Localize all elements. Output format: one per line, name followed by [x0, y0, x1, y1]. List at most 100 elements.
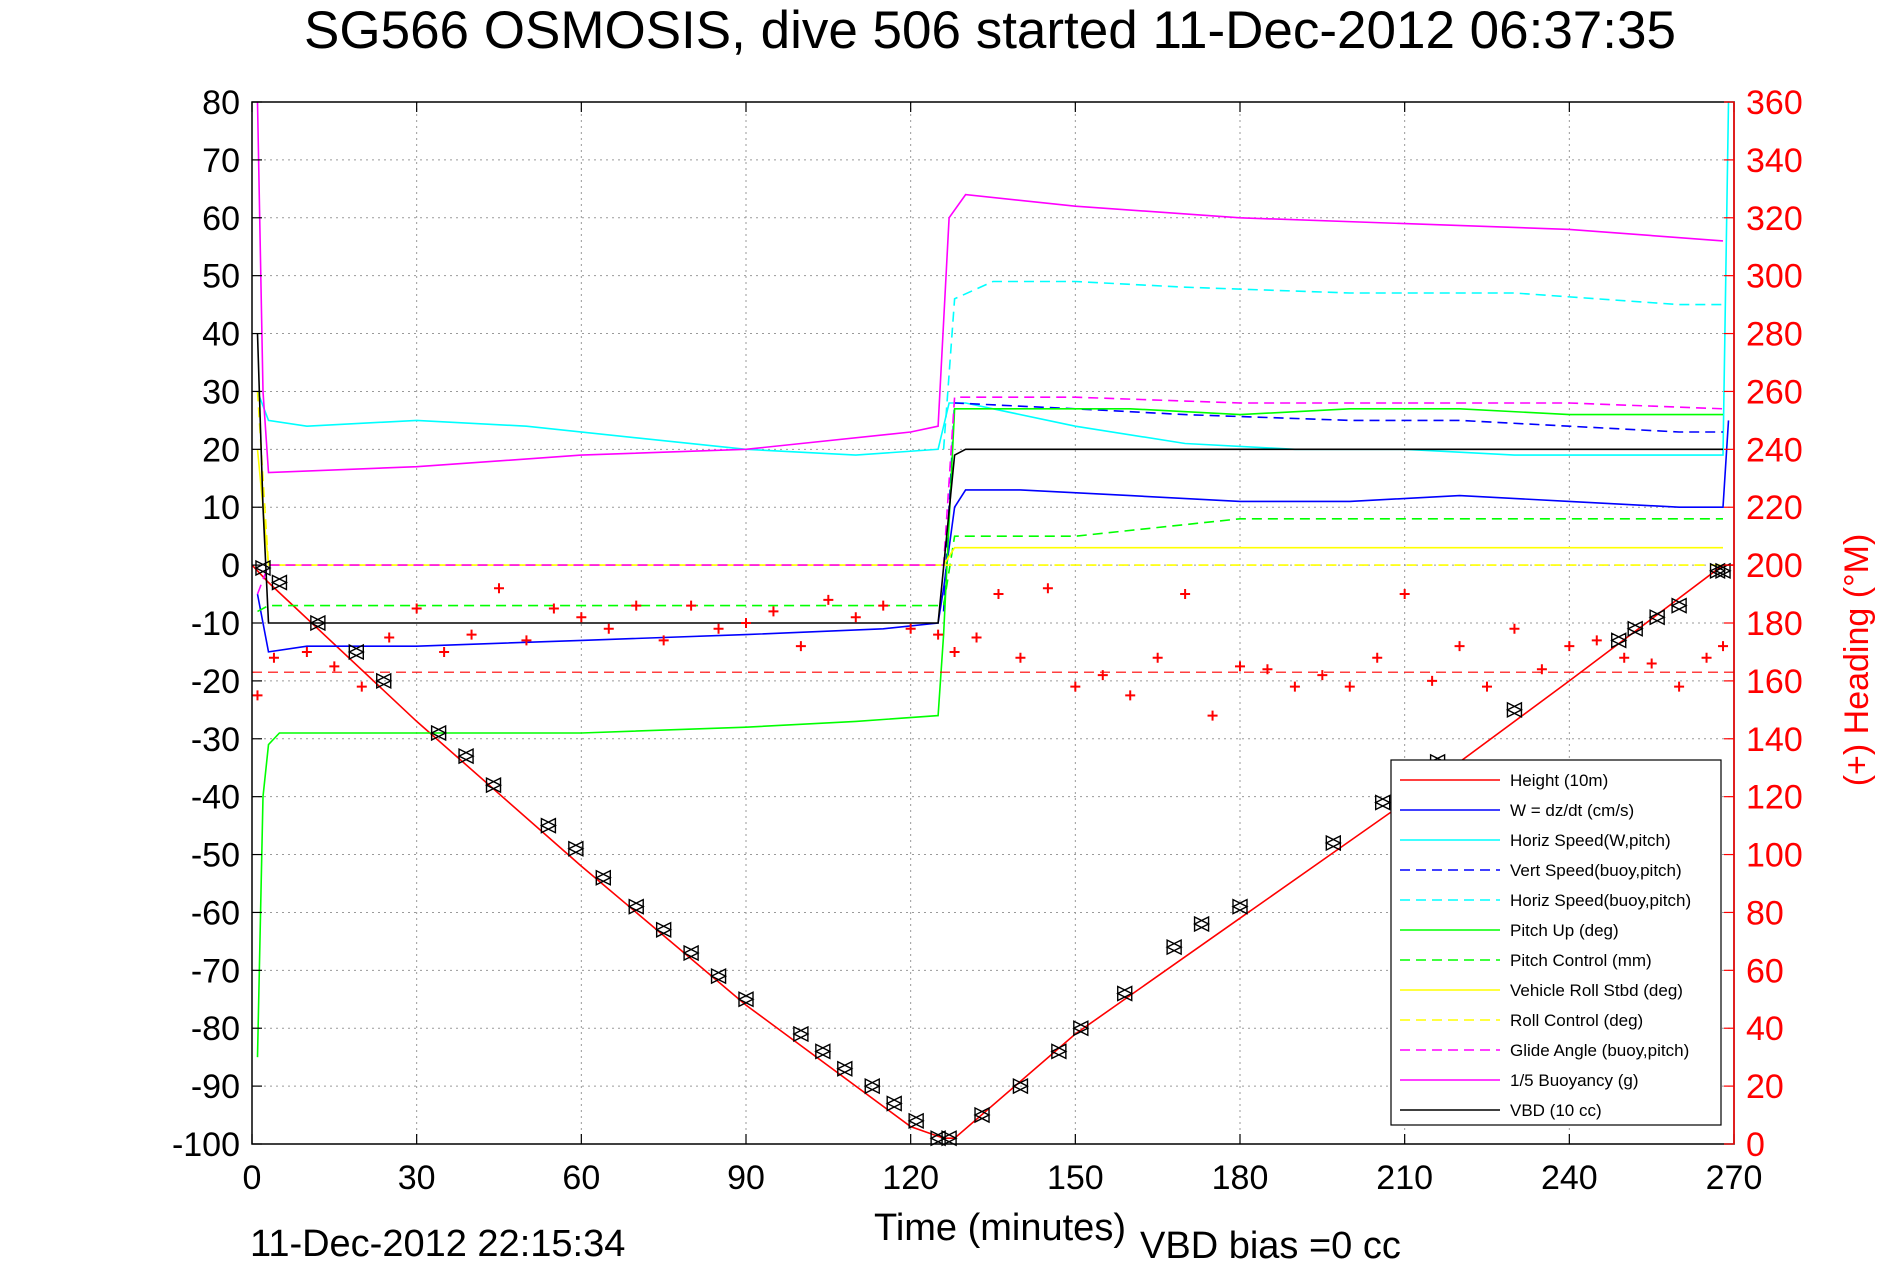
heading-marker	[411, 603, 422, 614]
y-tick-label-left: -30	[191, 721, 240, 759]
triangle-marker	[1231, 898, 1249, 915]
heading-marker	[971, 632, 982, 643]
heading-marker	[1289, 681, 1300, 692]
series-line-0	[251, 564, 1734, 1139]
y-tick-label-right: 80	[1746, 894, 1784, 932]
heading-marker	[686, 600, 697, 611]
triangle-marker	[682, 944, 700, 962]
legend: Height (10m) W = dz/dt (cm/s) Horiz Speed(…	[1390, 759, 1722, 1126]
heading-marker	[329, 661, 340, 672]
heading-marker	[1536, 664, 1547, 675]
y-tick-label-right: 120	[1746, 779, 1803, 817]
series-line-11	[256, 333, 1723, 624]
heading-marker	[494, 583, 504, 594]
heading-marker	[713, 623, 724, 634]
triangle-marker	[594, 869, 612, 886]
y-tick-label-right: 340	[1746, 142, 1803, 180]
y-tick-label-left: -50	[191, 837, 240, 875]
triangle-marker	[430, 724, 448, 742]
triangle-marker	[1165, 939, 1183, 956]
heading-marker	[1482, 681, 1492, 692]
heading-marker	[1152, 652, 1163, 663]
heading-marker	[993, 589, 1004, 600]
heading-marker	[1619, 652, 1630, 663]
series-line-2	[256, 101, 1730, 456]
heading-marker	[1399, 589, 1410, 600]
heading-marker	[1125, 690, 1136, 701]
legend-label: Pitch Control (mm)	[1510, 951, 1652, 970]
triangle-marker	[1610, 632, 1628, 649]
triangle-marker	[539, 817, 557, 834]
chart-title: SG566 OSMOSIS, dive 506 started 11-Dec-2…	[304, 1, 1676, 60]
x-tick-label: 60	[562, 1159, 600, 1197]
triangle-marker	[907, 1112, 925, 1129]
heading-marker	[384, 632, 395, 643]
series-line-5	[256, 407, 1723, 1058]
y-tick-label-right: 40	[1746, 1010, 1784, 1048]
y-tick-label-left: 60	[202, 200, 240, 238]
heading-marker	[1042, 583, 1053, 594]
vbd-bias-label: VBD bias =0 cc	[1140, 1225, 1401, 1262]
right-axis-label: (+) Heading (°M)	[1838, 534, 1876, 787]
triangle-marker	[627, 898, 645, 915]
heading-marker	[631, 600, 642, 611]
legend-label: Vert Speed(buoy,pitch)	[1510, 861, 1682, 880]
heading-marker	[768, 606, 779, 617]
y-tick-label-left: -10	[191, 605, 240, 643]
triangle-marker	[270, 574, 289, 591]
triangle-marker	[792, 1025, 810, 1043]
heading-marker	[850, 612, 861, 623]
heading-marker	[1317, 670, 1328, 681]
x-tick-label: 270	[1706, 1159, 1763, 1197]
triangle-marker	[254, 559, 272, 577]
heading-marker	[1674, 681, 1685, 692]
triangle-marker	[1648, 609, 1666, 626]
heading-marker	[878, 600, 889, 611]
y-tick-label-left: 10	[202, 489, 240, 527]
triangle-marker	[1193, 915, 1211, 933]
triangle-marker	[484, 776, 503, 794]
triangle-marker	[375, 672, 393, 690]
y-tick-label-left: 80	[202, 84, 240, 122]
y-tick-label-right: 180	[1746, 605, 1803, 643]
y-tick-label-right: 360	[1746, 84, 1803, 122]
timestamp-label: 11-Dec-2012 22:15:34	[250, 1223, 625, 1262]
y-tick-label-left: 70	[202, 142, 240, 180]
heading-marker	[1015, 652, 1026, 663]
y-tick-label-left: 40	[202, 316, 240, 354]
series-line-1	[256, 420, 1730, 653]
heading-marker	[356, 681, 367, 692]
x-tick-label: 120	[882, 1159, 939, 1197]
y-tick-label-right: 0	[1746, 1126, 1765, 1164]
legend-label: VBD (10 cc)	[1510, 1101, 1602, 1120]
series-line-3	[942, 402, 1723, 612]
heading-marker	[603, 623, 614, 634]
heading-marker	[905, 623, 916, 634]
heading-marker	[658, 635, 669, 646]
heading-marker	[1646, 658, 1657, 669]
triangle-marker	[940, 1130, 958, 1147]
y-tick-label-right: 60	[1746, 952, 1784, 990]
heading-marker	[949, 646, 960, 657]
y-ticks-right: 3603403203002802602402202001801601401201…	[1724, 84, 1803, 1164]
legend-label: Vehicle Roll Stbd (deg)	[1510, 981, 1683, 1000]
heading-marker	[1372, 652, 1383, 663]
triangle-marker	[1374, 794, 1392, 811]
y-tick-label-left: 0	[221, 547, 240, 585]
x-axis-label: Time (minutes)	[874, 1207, 1126, 1249]
y-tick-label-left: -90	[191, 1068, 240, 1106]
y-tick-label-left: -100	[172, 1126, 240, 1164]
heading-marker	[795, 641, 806, 652]
triangle-marker	[1505, 701, 1524, 718]
heading-marker	[1235, 661, 1245, 672]
y-tick-label-right: 200	[1746, 547, 1803, 585]
x-tick-label: 30	[398, 1159, 436, 1197]
y-tick-label-right: 220	[1746, 489, 1803, 527]
triangle-marker	[347, 643, 365, 661]
heading-marker	[1509, 623, 1520, 634]
triangle-marker	[863, 1077, 881, 1095]
y-tick-label-left: 50	[202, 258, 240, 296]
y-tick-label-left: -80	[191, 1010, 240, 1048]
x-tick-label: 180	[1212, 1159, 1269, 1197]
x-tick-label: 150	[1047, 1159, 1104, 1197]
